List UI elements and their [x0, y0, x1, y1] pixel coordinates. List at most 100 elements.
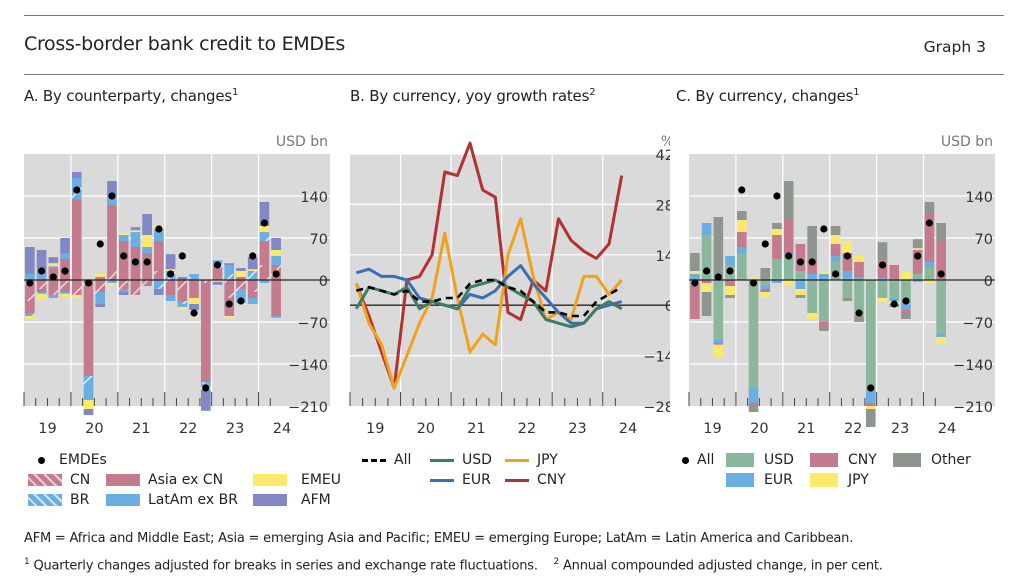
bar-segment-latam-ex-br	[154, 229, 164, 241]
x-tick-label: 22	[844, 421, 862, 437]
bar-segment-cny	[912, 250, 923, 274]
bar-segment-jpy	[725, 286, 735, 295]
bar-segment-afm	[200, 389, 211, 411]
bar-segment-cny	[760, 289, 771, 292]
bar-segment-usd	[912, 274, 923, 280]
total-dot	[867, 384, 875, 392]
dot-icon	[682, 456, 689, 464]
bar-segment-other	[854, 316, 864, 322]
bar-segment-cn	[177, 280, 188, 295]
bar-segment-usd	[772, 259, 782, 280]
bar-segment-cny	[748, 403, 759, 406]
legend-c-usd-label: USD	[764, 452, 794, 468]
bar-segment-emeu	[142, 235, 152, 247]
bar-segment-eur	[760, 286, 771, 289]
bar-segment-latam-ex-br	[189, 274, 199, 277]
legend-br: BR	[28, 492, 89, 508]
bar-segment-cny	[772, 235, 782, 259]
total-dot	[73, 186, 81, 194]
br-swatch-icon	[28, 494, 62, 506]
total-dot	[190, 309, 198, 317]
panel-c-legend: All USD CNY Other EUR JPY	[612, 452, 992, 497]
bar-segment-other	[912, 239, 923, 249]
bar-segment-emeu	[48, 263, 59, 267]
panel-b-title: B. By currency, yoy growth rates2	[350, 87, 596, 105]
total-dot	[914, 252, 922, 260]
total-dot	[925, 219, 934, 227]
bar-segment-usd	[901, 280, 911, 304]
x-tick-label: 24	[619, 421, 637, 437]
bar-segment-other	[760, 268, 771, 280]
total-dot	[702, 267, 711, 275]
bar-segment-jpy	[912, 248, 923, 250]
bar-segment-br	[48, 266, 59, 268]
bar-segment-latam-ex-br	[142, 247, 152, 250]
y-axis-unit: %	[661, 134, 670, 150]
bar-segment-cn	[71, 280, 82, 295]
bar-segment-cny	[795, 244, 806, 271]
bar-segment-cn	[236, 280, 246, 289]
bar-segment-eur	[736, 247, 747, 253]
bar-segment-other	[783, 181, 794, 220]
bar-segment-jpy	[819, 271, 829, 274]
panel-c-title: C. By currency, changes1	[676, 87, 860, 105]
total-dot	[131, 258, 140, 266]
x-tick-label: 19	[366, 421, 384, 437]
total-dot	[143, 258, 151, 266]
bar-segment-br	[189, 277, 199, 280]
y-tick-label: −14	[643, 350, 670, 366]
bar-segment-eur	[842, 271, 853, 280]
bar-segment-jpy	[736, 220, 747, 232]
bar-segment-other	[877, 242, 888, 261]
bar-segment-eur	[901, 304, 911, 310]
bar-segment-jpy	[795, 289, 806, 295]
legend-latam: LatAm ex BR	[106, 492, 238, 508]
bar-segment-asia-ex-cn	[259, 241, 270, 265]
footnote-abbreviations: AFM = Africa and Middle East; Asia = eme…	[24, 531, 854, 546]
total-dot	[178, 252, 186, 260]
top-rule	[24, 15, 1004, 16]
bar-segment-latam-ex-br	[247, 298, 258, 304]
legend-asia-label: Asia ex CN	[148, 472, 224, 488]
bar-segment-cn	[130, 280, 141, 295]
bar-segment-usd	[713, 280, 724, 340]
x-tick-label: 24	[938, 421, 956, 437]
legend-b-cny: CNY	[505, 472, 566, 488]
x-tick-label: 21	[797, 421, 815, 437]
bar-segment-cny	[690, 286, 700, 319]
bar-segment-eur	[807, 274, 817, 280]
legend-c-eur-label: EUR	[764, 472, 793, 488]
bar-segment-cn	[95, 280, 106, 292]
legend-c-all: All	[682, 452, 714, 468]
x-tick-label: 20	[417, 421, 435, 437]
bar-segment-afm	[236, 268, 246, 271]
bar-segment-emeu	[118, 233, 129, 235]
bar-segment-cn	[107, 268, 117, 280]
bar-segment-emeu	[25, 316, 35, 319]
line-series-usd	[355, 278, 623, 329]
bar-segment-eur	[819, 274, 829, 280]
total-dot	[808, 258, 816, 266]
jpy-swatch-icon	[810, 473, 838, 487]
bar-segment-cn	[142, 280, 152, 286]
bar-segment-br	[259, 232, 270, 241]
bar-segment-latam-ex-br	[259, 280, 270, 283]
bar-segment-jpy	[807, 313, 817, 319]
y-tick-label: 70	[310, 232, 328, 248]
bar-segment-cny	[783, 220, 794, 253]
bar-segment-other	[772, 223, 782, 229]
total-dot	[225, 300, 233, 308]
y-tick-label: 140	[300, 190, 328, 206]
total-dot	[843, 252, 851, 260]
footnote-2: Annual compounded adjusted change, in pe…	[562, 558, 883, 574]
eur-swatch-icon	[726, 473, 754, 487]
bar-segment-cn	[165, 280, 176, 289]
bar-segment-other	[795, 295, 806, 298]
footnote-1-mark: 1	[24, 557, 30, 567]
panel-b-chart: 42 28 14 0 −14 −28% 19 20 21 22 23 24	[349, 134, 670, 437]
bar-segment-other	[807, 226, 817, 259]
legend-c-eur: EUR	[726, 472, 793, 488]
bar-segment-other	[819, 328, 829, 331]
title-rule	[24, 74, 1004, 75]
total-dot	[855, 309, 863, 317]
